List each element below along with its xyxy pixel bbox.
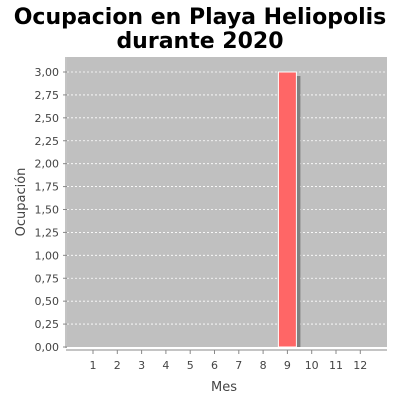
- y-tick-labels: 0,00 0,25 0,50 0,75 1,00 1,25 1,50 1,75 2,00 2,25…: [35, 66, 60, 354]
- y-tick-label: 0,00: [35, 341, 60, 354]
- x-tick-label: 5: [187, 359, 194, 372]
- y-tick-label: 2,00: [35, 158, 60, 171]
- x-tick-label: 2: [114, 359, 121, 372]
- y-tick-label: 0,50: [35, 295, 60, 308]
- x-tick-labels: 1 2 3 4 5 6 7 8 9 10 11 12: [90, 359, 368, 372]
- y-axis-label: Ocupación: [14, 168, 29, 237]
- y-tick-label: 0,25: [35, 318, 60, 331]
- bars: [277, 71, 301, 348]
- y-tick-label: 3,00: [35, 66, 60, 79]
- y-tick-label: 1,25: [35, 226, 60, 239]
- y-tick-label: 2,25: [35, 135, 60, 148]
- y-tick-label: 2,75: [35, 89, 60, 102]
- x-tick-label: 4: [162, 359, 169, 372]
- x-tick-label: 12: [353, 359, 367, 372]
- x-tick-label: 10: [305, 359, 319, 372]
- y-tick-label: 2,50: [35, 112, 60, 125]
- x-tick-label: 6: [211, 359, 218, 372]
- bar-9: [277, 71, 297, 348]
- x-tick-label: 1: [90, 359, 97, 372]
- axes: [63, 57, 387, 354]
- chart-title-line-2: durante 2020: [116, 29, 283, 54]
- y-tick-label: 1,75: [35, 181, 60, 194]
- x-tick-label: 11: [329, 359, 343, 372]
- x-tick-label: 9: [284, 359, 291, 372]
- x-tick-label: 7: [235, 359, 242, 372]
- y-tick-label: 1,00: [35, 249, 60, 262]
- chart-title-line-1: Ocupacion en Playa Heliopolis: [14, 5, 387, 30]
- gridlines: [67, 71, 387, 325]
- y-tick-label: 0,75: [35, 272, 60, 285]
- y-tick-label: 1,50: [35, 204, 60, 217]
- plot-area: [67, 57, 387, 347]
- x-tick-label: 8: [260, 359, 267, 372]
- x-tick-label: 3: [138, 359, 145, 372]
- x-axis-label: Mes: [211, 380, 237, 395]
